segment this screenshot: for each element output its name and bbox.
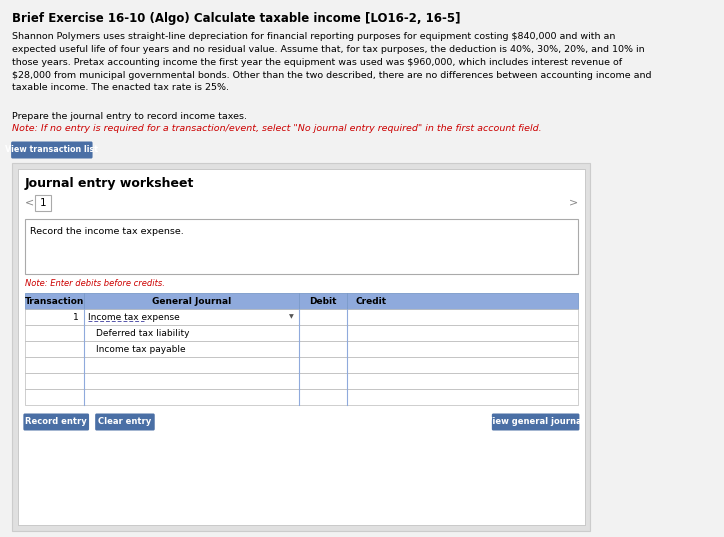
Text: Credit: Credit — [355, 296, 387, 306]
Bar — [35, 195, 51, 211]
Text: View transaction list: View transaction list — [5, 146, 98, 155]
Text: ▼: ▼ — [290, 315, 294, 320]
Text: Debit: Debit — [309, 296, 337, 306]
Text: Shannon Polymers uses straight-line depreciation for financial reporting purpose: Shannon Polymers uses straight-line depr… — [12, 32, 652, 92]
Bar — [17, 169, 585, 525]
Text: 1: 1 — [40, 198, 46, 208]
Bar — [25, 389, 578, 405]
FancyBboxPatch shape — [11, 142, 93, 158]
Text: Prepare the journal entry to record income taxes.: Prepare the journal entry to record inco… — [12, 112, 248, 121]
Text: <: < — [25, 197, 34, 207]
Text: View general journal: View general journal — [487, 417, 585, 426]
Text: Clear entry: Clear entry — [98, 417, 151, 426]
Bar — [25, 219, 578, 274]
Text: Transaction: Transaction — [25, 296, 84, 306]
Text: Journal entry worksheet: Journal entry worksheet — [25, 177, 194, 190]
Text: Deferred tax liability: Deferred tax liability — [96, 329, 190, 337]
FancyBboxPatch shape — [23, 413, 89, 431]
Text: Income tax expense: Income tax expense — [88, 313, 180, 322]
Bar — [25, 309, 578, 325]
FancyBboxPatch shape — [492, 413, 579, 431]
Text: Record the income tax expense.: Record the income tax expense. — [30, 227, 184, 236]
Text: Note: Enter debits before credits.: Note: Enter debits before credits. — [25, 279, 164, 288]
Text: Record entry: Record entry — [25, 417, 87, 426]
Bar — [25, 357, 578, 373]
Bar — [25, 325, 578, 341]
Text: Income tax payable: Income tax payable — [96, 345, 186, 353]
Text: Note: If no entry is required for a transaction/event, select "No journal entry : Note: If no entry is required for a tran… — [12, 124, 542, 133]
Bar — [25, 341, 578, 357]
Text: General Journal: General Journal — [152, 296, 231, 306]
Text: >: > — [569, 197, 578, 207]
Bar — [12, 163, 590, 531]
Bar — [25, 373, 578, 389]
Text: 1: 1 — [73, 313, 79, 322]
Bar — [25, 293, 578, 309]
FancyBboxPatch shape — [95, 413, 155, 431]
Text: Brief Exercise 16-10 (Algo) Calculate taxable income [LO16-2, 16-5]: Brief Exercise 16-10 (Algo) Calculate ta… — [12, 12, 461, 25]
